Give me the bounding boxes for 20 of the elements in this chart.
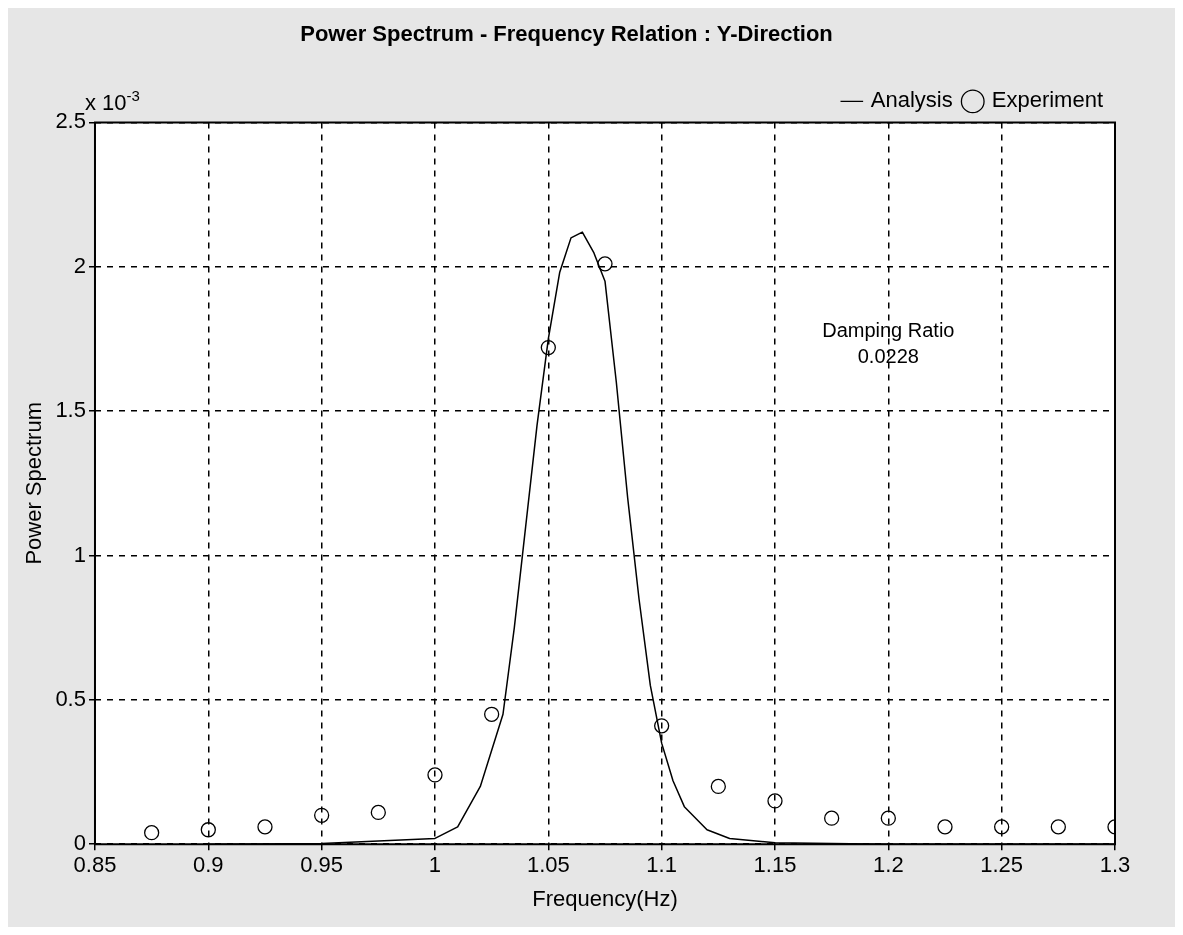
x-tick-label: 1.15 [753, 852, 797, 878]
y-tick-label: 2.5 [55, 108, 86, 134]
y-tick-label: 1.5 [55, 397, 86, 423]
y-tick-label: 2 [73, 252, 86, 278]
x-tick-label: 1.25 [980, 852, 1024, 878]
y-tick-label: 1 [73, 541, 86, 567]
x-tick-label: 0.9 [193, 852, 224, 878]
x-tick-label: 1.1 [646, 852, 677, 878]
x-axis-title: Frequency(Hz) [532, 885, 678, 911]
x-tick-label: 1.2 [873, 852, 904, 878]
x-tick-label: 0.95 [300, 852, 344, 878]
chart-title: Power Spectrum - Frequency Relation : Y-Direction [300, 21, 833, 47]
legend-label: Analysis [870, 87, 953, 113]
x-tick-label: 1 [428, 852, 442, 878]
annotation: Damping Ratio 0.0228 [822, 319, 955, 368]
y-tick-label: 0.5 [55, 685, 86, 711]
x-tick-label: 1.05 [526, 852, 570, 878]
x-tick-label: 1.3 [1099, 852, 1131, 878]
y-axis-title: Power Spectrum [21, 401, 47, 565]
legend-label: Experiment [991, 87, 1104, 113]
